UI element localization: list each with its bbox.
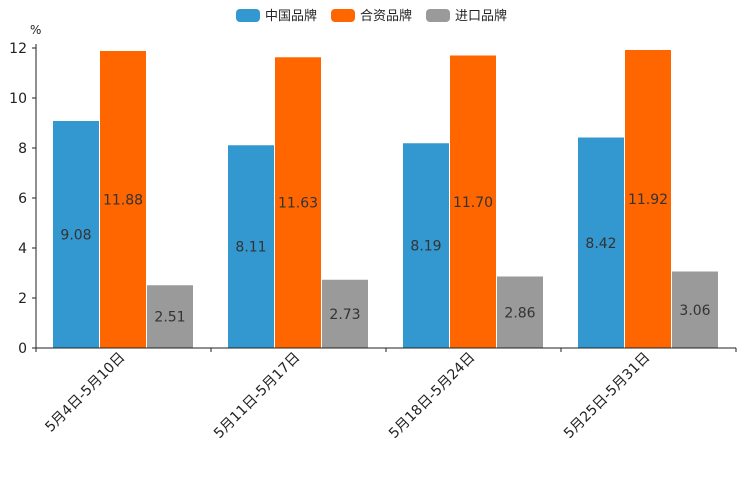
data-label-2-2: 11.63 (278, 196, 318, 212)
x-category-label-1: 5月4日-5月10日 (42, 350, 128, 436)
bar-1-3 (147, 285, 193, 348)
bar-4-1 (578, 137, 624, 348)
y-tick-label: 0 (18, 341, 27, 357)
legend-label-2: 合资品牌 (360, 8, 412, 24)
bar-2-2 (275, 57, 321, 348)
x-category-label-3: 5月18日-5月24日 (386, 350, 478, 442)
y-tick-label: 2 (18, 291, 27, 307)
legend-swatch-2 (331, 9, 355, 22)
x-category-label-2: 5月11日-5月17日 (211, 350, 303, 442)
y-tick-label: 4 (18, 241, 27, 257)
y-axis-unit-label: % (30, 23, 41, 37)
bar-4-3 (672, 271, 718, 348)
data-label-1-3: 2.51 (154, 310, 185, 326)
data-label-1-1: 9.08 (60, 228, 91, 244)
y-tick-label: 8 (18, 141, 27, 157)
data-label-3-3: 2.86 (504, 305, 535, 321)
bar-1-1 (53, 121, 99, 348)
y-tick-label: 12 (9, 41, 27, 57)
data-label-4-3: 3.06 (679, 303, 710, 319)
bars: 9.08 11.88 2.51 8.11 11.63 2.73 8.19 11.70 2.86 8… (53, 50, 718, 348)
y-tick-label: 10 (9, 91, 27, 107)
data-label-2-3: 2.73 (329, 307, 360, 323)
bar-3-2 (450, 55, 496, 348)
data-label-4-1: 8.42 (585, 236, 616, 252)
legend-swatch-3 (426, 9, 450, 22)
legend-label-3: 进口品牌 (455, 8, 507, 24)
bar-1-2 (100, 51, 146, 348)
legend-swatch-1 (236, 9, 260, 22)
data-label-3-2: 11.70 (453, 195, 493, 211)
y-tick-label: 6 (18, 191, 27, 207)
bar-2-3 (322, 279, 368, 348)
legend: 中国品牌 合资品牌 进口品牌 (236, 8, 507, 24)
legend-label-1: 中国品牌 (265, 8, 317, 24)
data-label-2-1: 8.11 (235, 240, 266, 256)
data-label-3-1: 8.19 (410, 239, 441, 255)
bar-4-2 (625, 50, 671, 348)
y-axis-ticks: 0 2 4 6 8 10 12 (9, 41, 37, 357)
data-label-4-2: 11.92 (628, 192, 668, 208)
x-category-label-4: 5月25日-5月31日 (561, 350, 653, 442)
x-axis: 5月4日-5月10日 5月11日-5月17日 5月18日-5月24日 5月25日-5月… (35, 347, 737, 442)
bar-2-1 (228, 145, 274, 348)
data-label-1-2: 11.88 (103, 193, 143, 209)
bar-3-1 (403, 143, 449, 348)
bar-3-3 (497, 276, 543, 348)
